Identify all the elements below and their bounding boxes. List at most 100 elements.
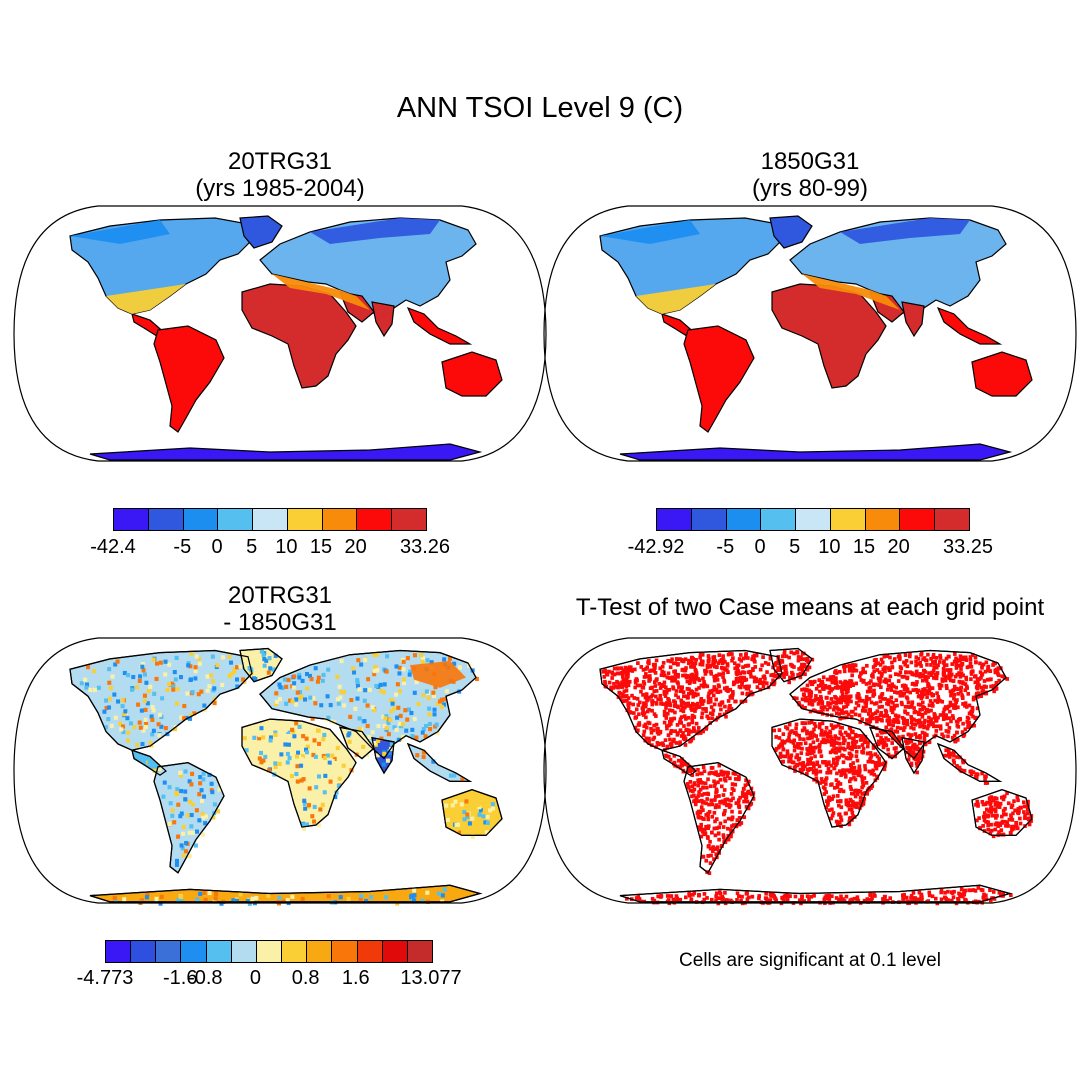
significant-cell [974, 685, 979, 690]
significant-cell [840, 683, 845, 688]
significant-cell [917, 693, 922, 698]
significant-cell [872, 669, 876, 674]
significant-cell [784, 668, 788, 673]
significant-cell [958, 674, 963, 679]
significant-cell [856, 692, 860, 696]
significant-cell [731, 771, 736, 776]
difference-cell [172, 669, 177, 675]
significant-cell [744, 778, 748, 783]
significant-cell [890, 710, 895, 715]
difference-cell [234, 898, 239, 904]
significant-cell [886, 719, 891, 723]
significant-cell [711, 771, 716, 775]
significant-cell [886, 722, 891, 726]
significant-cell [883, 669, 887, 674]
significant-cell [1009, 816, 1014, 821]
significant-cell [847, 695, 852, 700]
difference-cell [453, 799, 458, 804]
difference-cell [220, 655, 225, 660]
significant-cell [859, 671, 863, 676]
significant-cell [892, 704, 897, 708]
difference-cell [163, 726, 168, 731]
colorbar-swatch [106, 941, 132, 962]
significant-cell [978, 661, 982, 666]
colorbar-swatch [830, 509, 866, 530]
significant-cell [951, 703, 955, 707]
significant-cell [879, 710, 883, 715]
significant-cell [917, 673, 922, 678]
significant-cell [708, 711, 713, 716]
significant-cell [677, 685, 681, 689]
significant-cell [848, 898, 853, 903]
colorbar-swatch [761, 509, 797, 530]
significant-cell [713, 798, 717, 802]
difference-cell [267, 656, 272, 661]
significant-cell [954, 656, 958, 661]
significant-cell [802, 899, 807, 903]
significant-cell [997, 890, 1002, 895]
significant-cell [904, 659, 909, 663]
significant-cell [740, 894, 744, 899]
significant-cell [908, 652, 912, 657]
significant-cell [755, 679, 760, 684]
significant-cell [780, 754, 785, 759]
significant-cell [988, 898, 993, 903]
significant-cell [690, 655, 694, 660]
landmass-antarctica [89, 443, 483, 461]
significant-cell [975, 799, 980, 804]
significant-cell [869, 755, 873, 759]
colorbar-swatch [322, 509, 358, 530]
significant-cell [808, 696, 812, 701]
significant-cell [817, 722, 822, 726]
significant-cell [933, 719, 938, 723]
significant-cell [838, 731, 843, 736]
difference-cell [420, 898, 425, 904]
significant-cell [752, 658, 757, 663]
significant-cell [947, 726, 952, 730]
significant-cell [849, 803, 853, 808]
significant-cell [926, 675, 930, 679]
significant-cell [826, 766, 831, 771]
difference-cell [290, 699, 295, 704]
significant-cell [679, 708, 683, 713]
significant-cell [1018, 821, 1023, 826]
significant-cell [835, 782, 840, 787]
difference-cell [391, 699, 396, 704]
difference-cell [207, 772, 212, 778]
difference-cell [442, 887, 447, 892]
difference-cell [193, 843, 198, 848]
significant-cell [650, 702, 655, 707]
significant-cell [932, 662, 937, 666]
significant-cell [794, 722, 799, 727]
significant-cell [806, 768, 811, 772]
significant-cell [891, 684, 896, 689]
significant-cell [1005, 820, 1009, 824]
significant-cell [973, 674, 978, 678]
significant-cell [979, 685, 984, 690]
significant-cell [879, 674, 884, 678]
difference-cell [312, 798, 317, 804]
difference-cell [191, 802, 196, 807]
difference-cell [381, 762, 386, 767]
difference-cell [182, 703, 187, 709]
difference-cell [372, 653, 377, 658]
significant-cell [886, 747, 890, 752]
significant-cell [610, 676, 614, 680]
significant-cell [960, 662, 965, 666]
significant-cell [962, 889, 967, 894]
significant-cell [658, 693, 663, 698]
significant-cell [909, 725, 913, 730]
difference-cell [444, 689, 449, 694]
significant-cell [794, 755, 798, 760]
significant-cell [984, 807, 989, 812]
significant-cell [849, 787, 853, 792]
difference-cell [304, 747, 309, 752]
significant-cell [738, 810, 742, 815]
significant-cell [836, 723, 841, 727]
significant-cell [865, 663, 869, 668]
significant-cell [680, 759, 684, 764]
significant-cell [995, 801, 1000, 805]
significant-cell [800, 704, 804, 709]
difference-cell [424, 723, 429, 729]
significant-cell [661, 702, 666, 706]
